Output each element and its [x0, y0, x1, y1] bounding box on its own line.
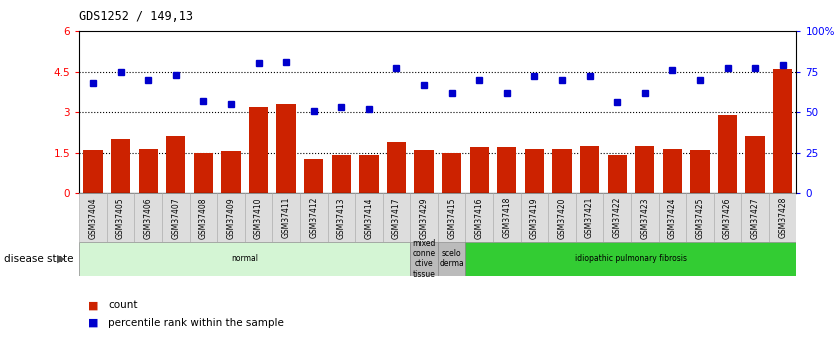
Text: GSM37408: GSM37408	[198, 197, 208, 238]
Bar	[465, 241, 796, 276]
Bar	[718, 115, 737, 193]
Text: GSM37416: GSM37416	[475, 197, 484, 238]
Bar	[580, 146, 599, 193]
Bar	[162, 193, 189, 242]
Bar	[107, 193, 134, 242]
Bar	[414, 150, 434, 193]
Bar	[134, 193, 162, 242]
Text: GSM37410: GSM37410	[254, 197, 263, 238]
Bar	[138, 149, 158, 193]
Bar	[773, 69, 792, 193]
Bar	[166, 136, 185, 193]
Bar	[383, 193, 410, 242]
Bar	[769, 193, 796, 242]
Text: GSM37407: GSM37407	[171, 197, 180, 239]
Text: GSM37411: GSM37411	[282, 197, 290, 238]
Text: GSM37404: GSM37404	[88, 197, 98, 239]
Bar	[741, 193, 769, 242]
Bar	[470, 147, 489, 193]
Text: GSM37417: GSM37417	[392, 197, 401, 238]
Text: GSM37413: GSM37413	[337, 197, 346, 238]
Bar	[607, 155, 627, 193]
Bar	[525, 149, 544, 193]
Bar	[714, 193, 741, 242]
Bar	[442, 152, 461, 193]
Text: GSM37405: GSM37405	[116, 197, 125, 239]
Bar	[520, 193, 548, 242]
Text: GSM37412: GSM37412	[309, 197, 319, 238]
Text: GSM37418: GSM37418	[502, 197, 511, 238]
Text: GSM37420: GSM37420	[557, 197, 566, 238]
Bar	[493, 193, 520, 242]
Text: GSM37425: GSM37425	[696, 197, 705, 238]
Bar	[217, 193, 244, 242]
Bar	[300, 193, 328, 242]
Bar	[548, 193, 575, 242]
Bar	[355, 193, 383, 242]
Bar	[410, 193, 438, 242]
Bar	[635, 146, 655, 193]
Bar	[659, 193, 686, 242]
Bar	[79, 241, 410, 276]
Text: GSM37415: GSM37415	[447, 197, 456, 238]
Bar	[438, 241, 465, 276]
Text: GSM37424: GSM37424	[668, 197, 677, 238]
Text: scelo
derma: scelo derma	[440, 249, 464, 268]
Bar	[438, 193, 465, 242]
Bar	[83, 150, 103, 193]
Text: normal: normal	[231, 254, 259, 263]
Text: ■: ■	[88, 318, 98, 327]
Bar	[359, 155, 379, 193]
Bar	[111, 139, 130, 193]
Text: GSM37429: GSM37429	[420, 197, 429, 238]
Text: percentile rank within the sample: percentile rank within the sample	[108, 318, 284, 327]
Bar	[631, 193, 659, 242]
Bar	[603, 193, 631, 242]
Text: GDS1252 / 149,13: GDS1252 / 149,13	[79, 10, 193, 23]
Bar	[189, 193, 217, 242]
Bar	[575, 193, 603, 242]
Bar	[276, 104, 296, 193]
Text: disease state: disease state	[4, 254, 73, 264]
Bar	[497, 147, 516, 193]
Bar	[328, 193, 355, 242]
Text: ▶: ▶	[58, 254, 66, 264]
Text: ■: ■	[88, 300, 98, 310]
Bar	[387, 142, 406, 193]
Bar	[691, 150, 710, 193]
Bar	[552, 149, 571, 193]
Bar	[686, 193, 714, 242]
Bar	[332, 155, 351, 193]
Text: GSM37428: GSM37428	[778, 197, 787, 238]
Text: GSM37421: GSM37421	[585, 197, 594, 238]
Text: count: count	[108, 300, 138, 310]
Text: GSM37419: GSM37419	[530, 197, 539, 238]
Text: idiopathic pulmonary fibrosis: idiopathic pulmonary fibrosis	[575, 254, 687, 263]
Bar	[249, 107, 269, 193]
Bar	[221, 151, 240, 193]
Text: GSM37423: GSM37423	[641, 197, 649, 238]
Text: GSM37426: GSM37426	[723, 197, 732, 238]
Text: GSM37422: GSM37422	[613, 197, 621, 238]
Text: GSM37409: GSM37409	[227, 197, 235, 239]
Text: GSM37427: GSM37427	[751, 197, 760, 238]
Bar	[304, 159, 324, 193]
Bar	[244, 193, 273, 242]
Bar	[746, 136, 765, 193]
Text: GSM37414: GSM37414	[364, 197, 374, 238]
Bar	[273, 193, 300, 242]
Bar	[465, 193, 493, 242]
Bar	[193, 152, 213, 193]
Bar	[663, 149, 682, 193]
Text: GSM37406: GSM37406	[143, 197, 153, 239]
Text: mixed
conne
ctive
tissue: mixed conne ctive tissue	[412, 239, 435, 279]
Bar	[79, 193, 107, 242]
Bar	[410, 241, 438, 276]
